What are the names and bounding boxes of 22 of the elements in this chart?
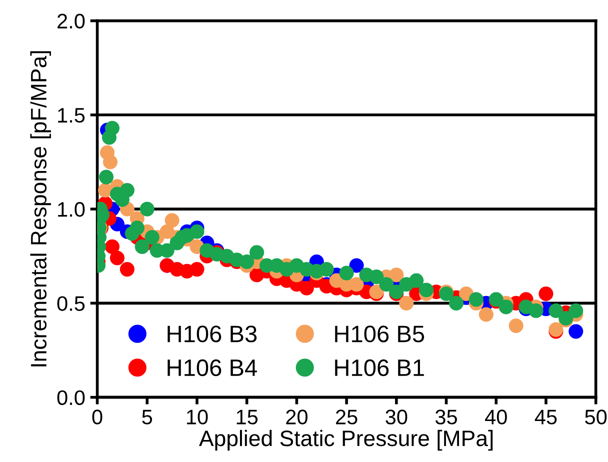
- y-tick-label: 1.0: [58, 202, 85, 217]
- x-tick-label: 25: [336, 410, 358, 424]
- x-tick-label: 5: [142, 410, 152, 424]
- legend-label: H106 B1: [335, 359, 424, 376]
- x-tick-label: 15: [236, 410, 258, 424]
- x-tick-label: 20: [286, 410, 308, 424]
- y-tick-label: 1.5: [58, 108, 85, 123]
- x-tick-label: 50: [585, 410, 607, 424]
- y-axis-title: Incremental Response [pF/MPa]: [30, 51, 51, 366]
- legend-label: H106 B3: [168, 326, 257, 342]
- y-tick-label: 0.0: [57, 390, 85, 406]
- y-tick-label: 0.5: [57, 296, 85, 311]
- x-tick-label: 40: [485, 410, 507, 424]
- x-tick-label: 30: [386, 410, 408, 424]
- x-tick-label: 35: [435, 410, 457, 424]
- x-tick-label: 45: [534, 410, 557, 424]
- legend-label: H106 B4: [168, 359, 257, 376]
- legend-label: H106 B5: [335, 326, 424, 342]
- x-axis-title: Applied Static Pressure [MPa]: [199, 430, 493, 451]
- x-tick-label: 10: [186, 410, 208, 424]
- x-tick-label: 0: [92, 410, 102, 424]
- y-tick-label: 2.0: [58, 14, 85, 29]
